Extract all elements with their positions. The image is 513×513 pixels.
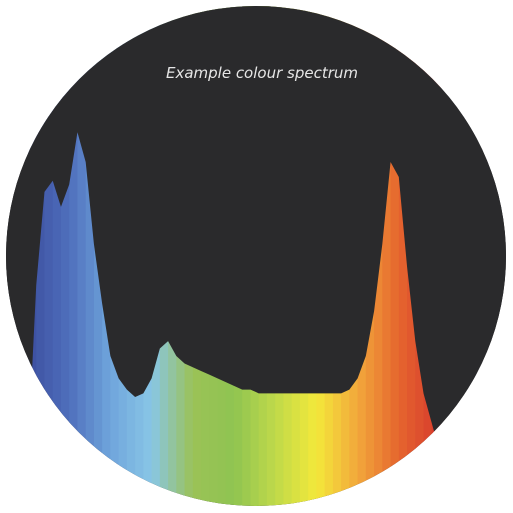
spectrum-bar	[52, 6, 62, 506]
spectrum-bar	[390, 6, 400, 506]
spectrum-bar	[69, 6, 79, 506]
spectrum-bar	[77, 6, 87, 506]
spectrum-bar	[36, 6, 46, 506]
spectrum-bar	[398, 6, 408, 506]
spectrum-bar	[85, 6, 95, 506]
spectrum-bar	[382, 6, 392, 506]
spectrum-bar	[60, 6, 70, 506]
chart-title: Example colour spectrum	[166, 64, 358, 82]
spectrum-bar	[44, 6, 54, 506]
